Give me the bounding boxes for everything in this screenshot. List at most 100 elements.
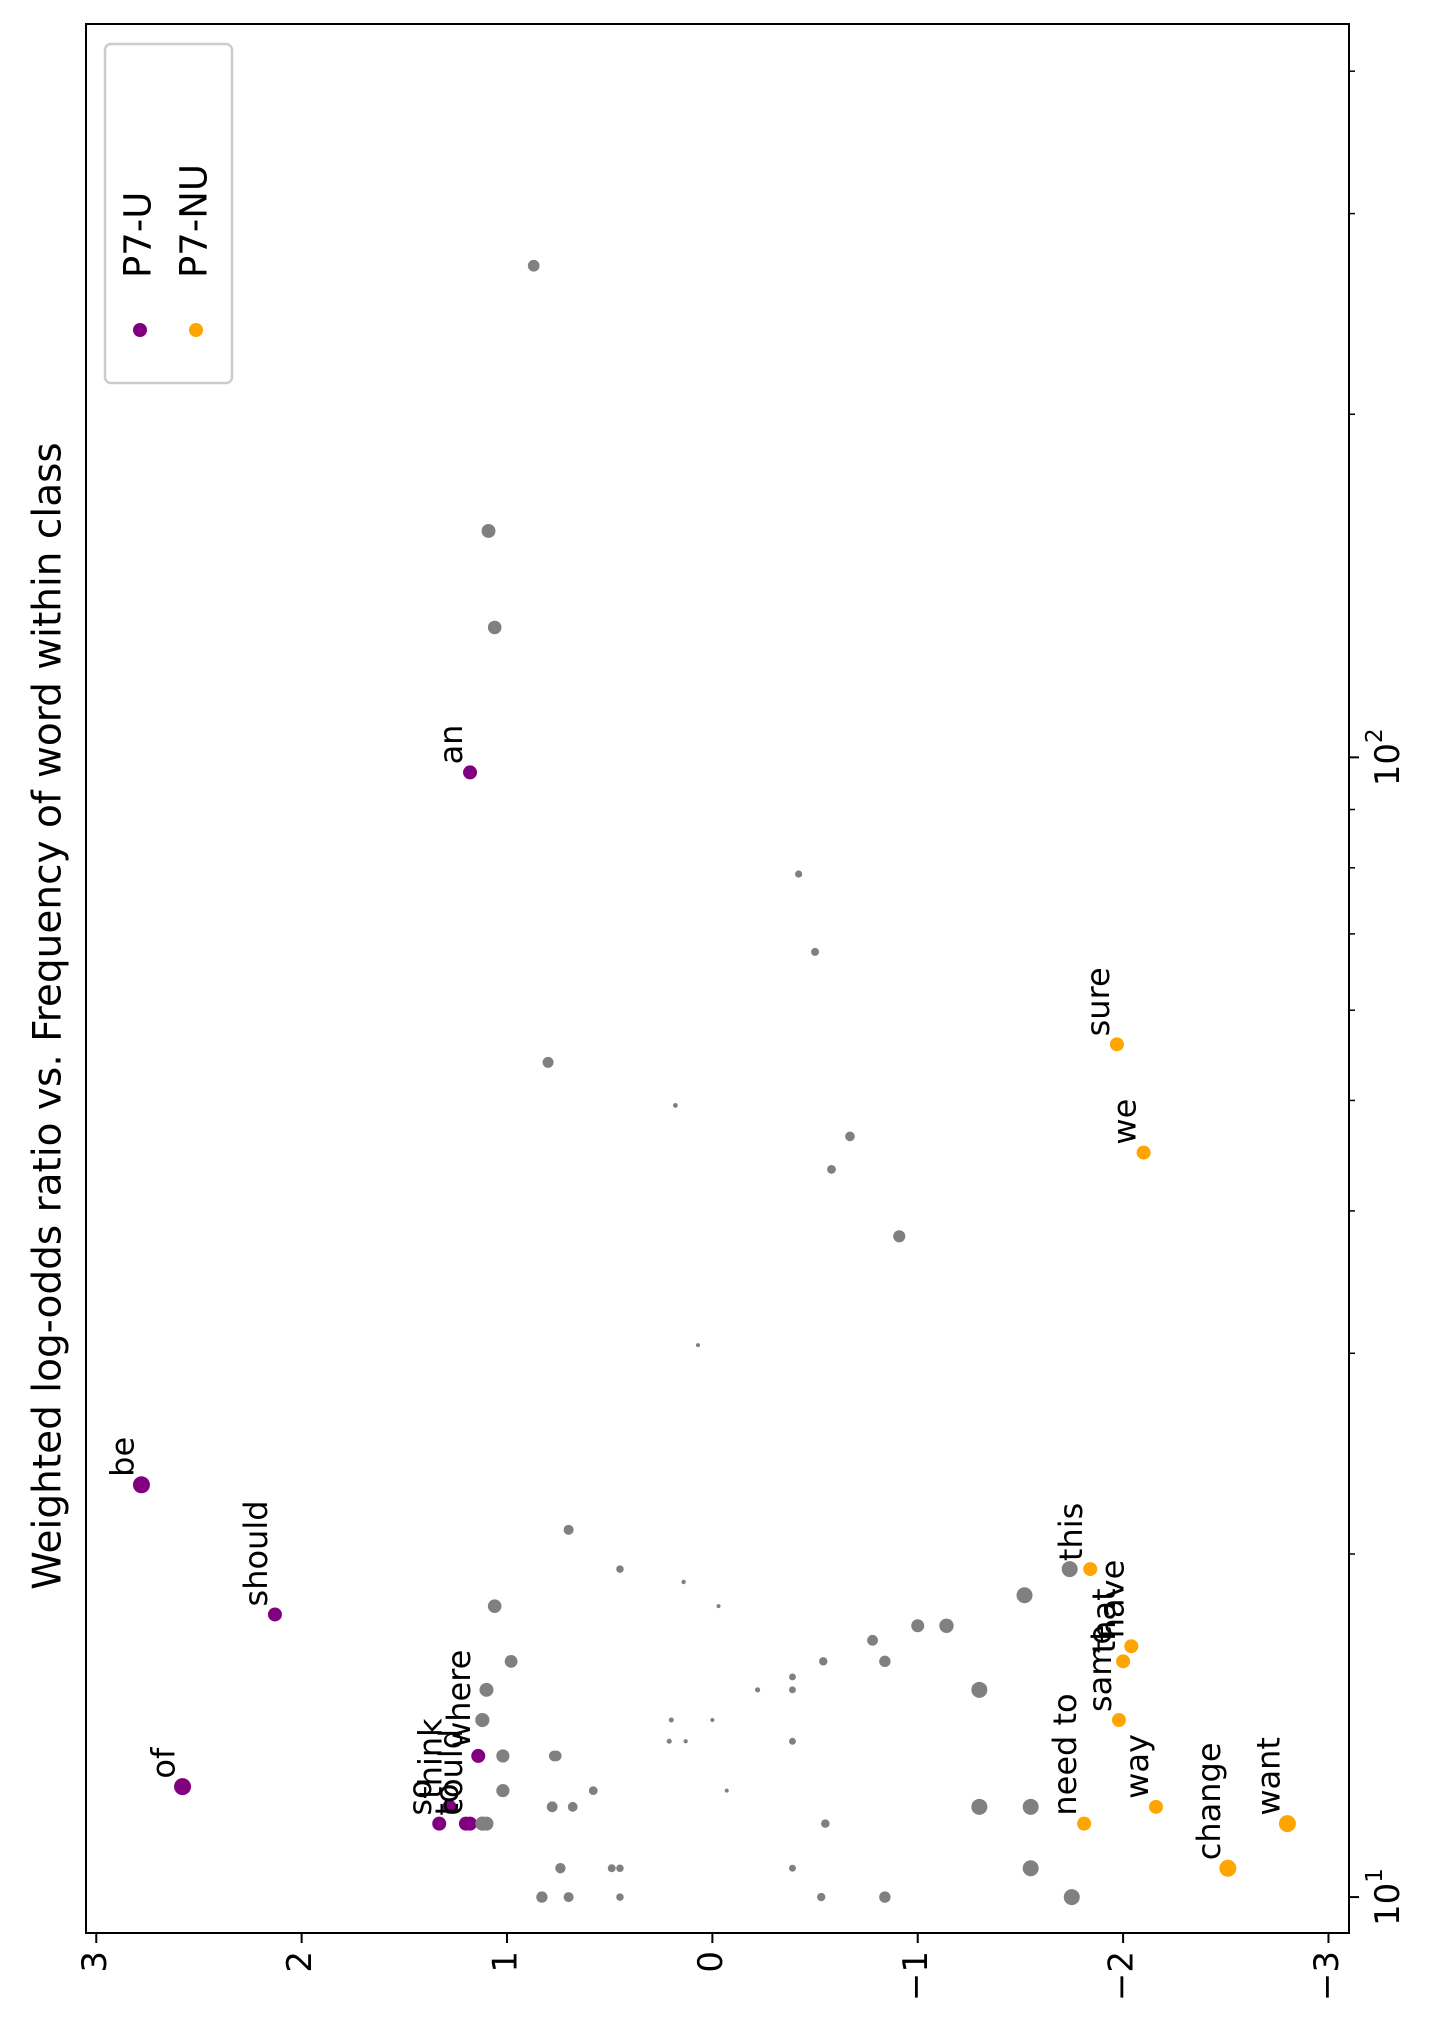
plot-area (85, 23, 1350, 1934)
label-have: have (1093, 1560, 1131, 1639)
y-tick-label: 1 (486, 1951, 526, 1973)
point-grey (588, 1786, 598, 1796)
point-grey (710, 1718, 715, 1723)
y-tick-label: −1 (896, 1951, 936, 2001)
point-grey (504, 1654, 518, 1668)
point-grey (1061, 1561, 1078, 1578)
point-grey (668, 1717, 674, 1723)
point-grey (789, 1864, 796, 1872)
point-grey (546, 1801, 558, 1813)
label-where: where (440, 1650, 478, 1748)
point-grey (616, 1893, 624, 1901)
point-grey (487, 620, 502, 635)
point-we (1136, 1145, 1151, 1160)
point-grey (567, 1801, 578, 1812)
point-grey (724, 1788, 729, 1793)
point-want (1278, 1815, 1296, 1833)
label-be: be (103, 1437, 141, 1477)
point-an (463, 765, 478, 780)
y-tick-label: 0 (691, 1951, 731, 1973)
point-grey (879, 1891, 891, 1903)
point-grey (827, 1164, 836, 1174)
label-of: of (145, 1747, 183, 1779)
point-think (442, 1799, 457, 1814)
label-think: think (411, 1718, 449, 1799)
point-grey (548, 1750, 560, 1762)
point-grey (607, 1864, 616, 1873)
point-grey (695, 1343, 700, 1348)
point-grey (754, 1687, 761, 1693)
point-to (458, 1816, 473, 1831)
point-should (267, 1607, 282, 1622)
point-grey (496, 1749, 510, 1763)
point-grey (683, 1739, 688, 1744)
legend-marker-p7-u (133, 323, 147, 337)
point-grey (1022, 1860, 1039, 1877)
point-grey (481, 523, 496, 538)
point-so (432, 1816, 447, 1831)
point-grey (479, 1682, 494, 1697)
y-tick-label: −3 (1307, 1951, 1347, 2001)
y-tick-label: 3 (75, 1951, 115, 1973)
point-same (1111, 1713, 1126, 1728)
point-grey (563, 1892, 574, 1903)
label-need-to: need to (1046, 1693, 1084, 1815)
point-grey (527, 259, 540, 272)
point-grey (616, 1565, 624, 1573)
legend-label-p7-nu: P7-NU (173, 164, 216, 278)
point-way (1148, 1799, 1163, 1814)
point-grey (821, 1819, 830, 1828)
point-grey (911, 1619, 925, 1633)
point-grey (542, 1056, 554, 1068)
point-grey (789, 1673, 796, 1681)
point-grey (811, 947, 820, 956)
point-grey (563, 1524, 574, 1535)
point-grey (789, 1686, 796, 1694)
point-have (1124, 1639, 1139, 1654)
point-grey (971, 1681, 988, 1698)
plot-frame (85, 23, 1350, 1934)
point-be (132, 1476, 150, 1494)
point-grey (879, 1655, 891, 1668)
label-way: way (1118, 1734, 1156, 1799)
point-grey (536, 1891, 548, 1903)
label-so: so (401, 1779, 439, 1815)
point-of (174, 1778, 192, 1796)
point-grey (681, 1579, 686, 1585)
label-same: same (1081, 1625, 1119, 1712)
scatter-points (132, 259, 1296, 1906)
y-tick-label: −2 (1102, 1951, 1142, 2001)
legend-label-p7-u: P7-U (117, 192, 160, 278)
point-grey (789, 1737, 796, 1745)
point-grey (479, 1816, 494, 1831)
point-need-to (1077, 1816, 1092, 1831)
point-that (1116, 1654, 1131, 1669)
label-sure: sure (1079, 967, 1117, 1036)
point-grey (673, 1103, 678, 1108)
point-this (1083, 1562, 1098, 1577)
label-an: an (432, 725, 470, 765)
chart-title: Weighted log-odds ratio vs. Frequency of… (26, 442, 71, 1590)
point-grey (971, 1798, 988, 1815)
label-we: we (1106, 1099, 1144, 1145)
legend-frame (103, 42, 234, 385)
x-tick-label: 102 (1362, 728, 1408, 786)
point-grey (666, 1738, 672, 1744)
point-change (1219, 1859, 1237, 1877)
point-where (471, 1748, 486, 1763)
label-to: to (428, 1783, 466, 1815)
point-grey (487, 1599, 502, 1613)
label-could: could (432, 1729, 470, 1816)
label-that: that (1085, 1588, 1123, 1653)
point-grey (867, 1634, 878, 1646)
point-grey (716, 1604, 721, 1609)
label-this: this (1052, 1503, 1090, 1561)
point-grey (845, 1131, 855, 1142)
point-grey (555, 1863, 566, 1874)
axis-ticks: 3 2 1 0 −1 −2 −3 101 102 (75, 70, 1408, 2001)
point-grey (616, 1864, 624, 1872)
x-tick-label: 101 (1362, 1868, 1408, 1926)
label-change: change (1190, 1742, 1228, 1860)
